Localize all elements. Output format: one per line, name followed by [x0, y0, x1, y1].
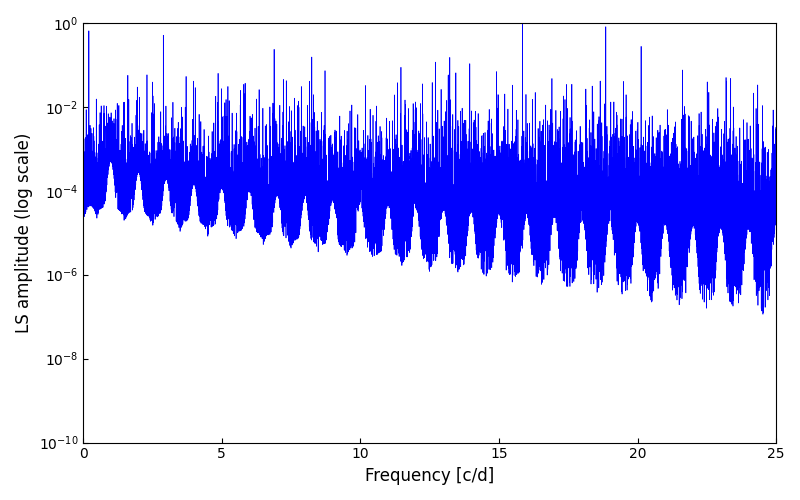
- Y-axis label: LS amplitude (log scale): LS amplitude (log scale): [15, 132, 33, 333]
- X-axis label: Frequency [c/d]: Frequency [c/d]: [365, 467, 494, 485]
